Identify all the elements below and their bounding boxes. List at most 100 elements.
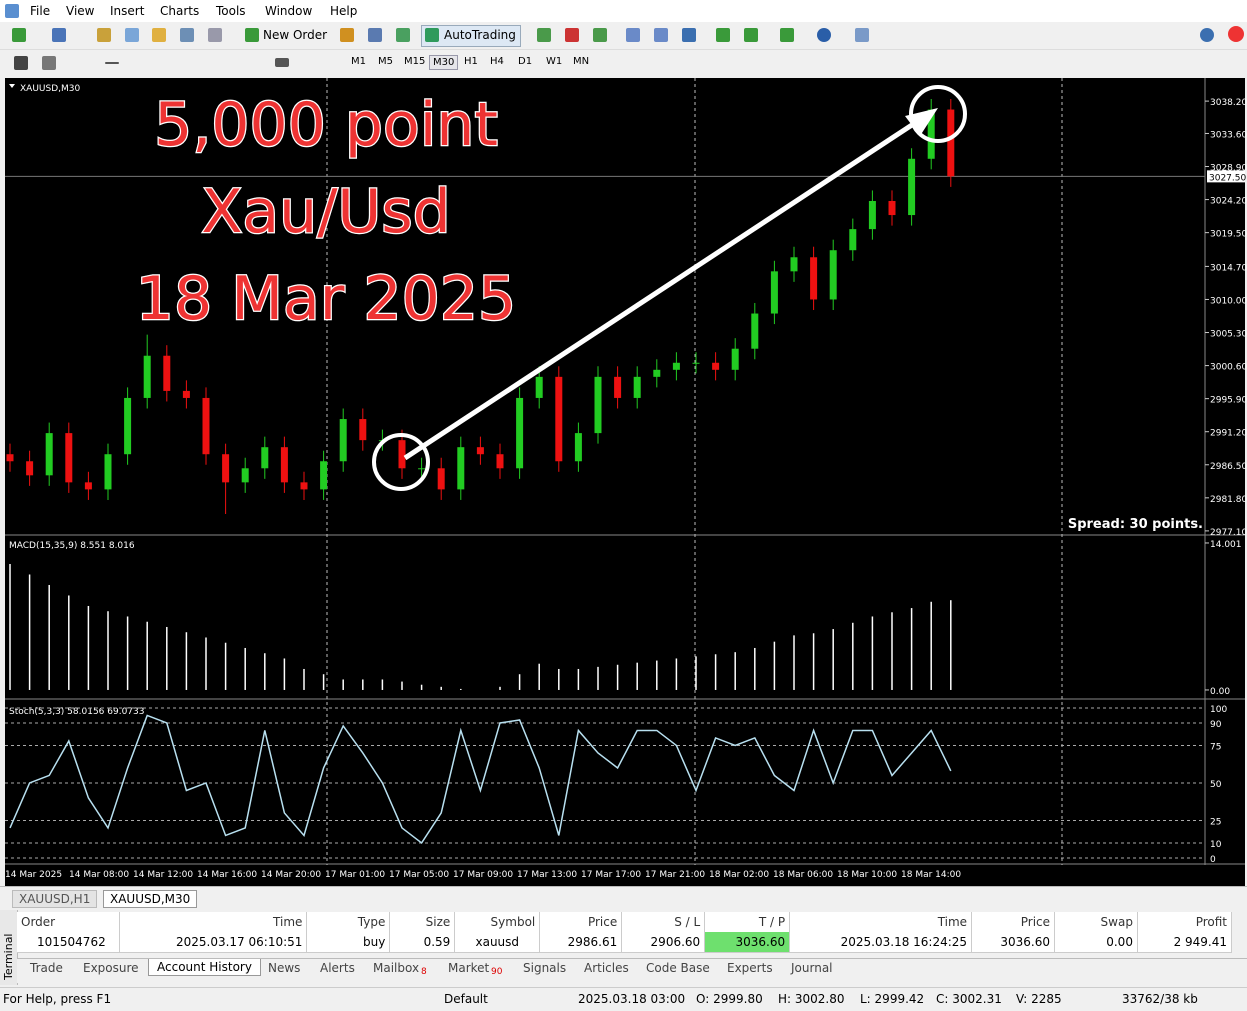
menu-item[interactable]: Window: [265, 4, 313, 18]
timeframe-button[interactable]: M30: [429, 55, 459, 70]
column-header[interactable]: Price: [971, 912, 1056, 932]
chart-tab-active[interactable]: XAUUSD,M30: [103, 890, 198, 908]
menu-item[interactable]: Charts: [160, 4, 200, 18]
tool-icon[interactable]: [855, 28, 869, 42]
status-text: L: 2999.42: [860, 992, 925, 1006]
table-cell: 2025.03.18 16:24:25: [789, 932, 973, 953]
candle-body: [202, 397, 210, 455]
tool-icon[interactable]: [654, 28, 668, 42]
time-label: 17 Mar 05:00: [389, 870, 449, 880]
candle-body: [829, 250, 837, 300]
tool-icon[interactable]: [105, 62, 119, 64]
tool-icon[interactable]: [97, 28, 111, 42]
tool-icon[interactable]: [817, 28, 831, 42]
column-header[interactable]: T / P: [704, 912, 791, 932]
terminal-tab[interactable]: Market: [448, 961, 490, 975]
search-icon[interactable]: [1200, 28, 1214, 42]
timeframe-button[interactable]: H4: [490, 56, 504, 67]
terminal-tab[interactable]: Signals: [523, 961, 567, 975]
tool-icon[interactable]: [42, 56, 56, 70]
tool-icon[interactable]: [396, 28, 410, 42]
column-header[interactable]: Profit: [1137, 912, 1233, 932]
terminal-tab[interactable]: Experts: [727, 961, 773, 975]
autotrading-button[interactable]: [421, 25, 521, 47]
terminal-tab[interactable]: Account History: [148, 959, 261, 976]
tool-icon[interactable]: [14, 56, 28, 70]
timeframe-button[interactable]: MN: [573, 56, 590, 67]
status-bar: [0, 987, 1247, 1011]
terminal-tab[interactable]: Trade: [30, 961, 63, 975]
tool-icon[interactable]: [565, 28, 579, 42]
tool-icon[interactable]: [716, 28, 730, 42]
terminal-tab[interactable]: Code Base: [646, 961, 710, 975]
terminal-tab[interactable]: Journal: [791, 961, 833, 975]
tool-icon[interactable]: [626, 28, 640, 42]
tool-icon[interactable]: [152, 28, 166, 42]
timeframe-button[interactable]: M1: [351, 56, 366, 67]
menu-item[interactable]: File: [30, 4, 51, 18]
chart-tabs: XAUUSD,H1 XAUUSD,M30: [0, 886, 1247, 909]
candle-body: [888, 200, 896, 216]
tool-icon[interactable]: [52, 28, 66, 42]
candle-body: [712, 362, 720, 370]
menu-item[interactable]: Insert: [110, 4, 145, 18]
price-tick-label: 2991.20: [1210, 429, 1247, 439]
new-order-button[interactable]: New Order: [263, 28, 328, 42]
candle-body: [790, 257, 798, 272]
column-header[interactable]: Size: [389, 912, 456, 932]
column-header[interactable]: Swap: [1054, 912, 1138, 932]
timeframe-button[interactable]: H1: [464, 56, 478, 67]
column-header[interactable]: Time: [119, 912, 308, 932]
timeframe-button[interactable]: W1: [546, 56, 563, 67]
time-label: 14 Mar 2025: [5, 870, 62, 880]
tool-icon[interactable]: [125, 28, 139, 42]
tool-icon[interactable]: [180, 28, 194, 42]
tool-icon[interactable]: [368, 28, 382, 42]
tool-icon[interactable]: [780, 28, 794, 42]
drawing-toolbar: [0, 50, 1247, 76]
candle-body: [672, 362, 680, 370]
column-header[interactable]: Order: [17, 912, 121, 932]
price-tick-label: 3005.30: [1210, 330, 1247, 340]
tool-icon[interactable]: [208, 28, 222, 42]
tool-icon[interactable]: [682, 28, 696, 42]
tool-icon[interactable]: [340, 28, 354, 42]
terminal-tab[interactable]: Mailbox: [373, 961, 420, 975]
terminal-tab[interactable]: Articles: [584, 961, 629, 975]
candle-body: [320, 461, 328, 490]
column-header[interactable]: Type: [306, 912, 391, 932]
time-label: 17 Mar 09:00: [453, 870, 513, 880]
terminal-tab[interactable]: Alerts: [320, 961, 355, 975]
chart-tab[interactable]: XAUUSD,H1: [12, 890, 98, 908]
menu-item[interactable]: View: [66, 4, 95, 18]
column-header[interactable]: Price: [539, 912, 623, 932]
candle-body: [182, 390, 190, 398]
terminal-tab[interactable]: News: [268, 961, 301, 975]
candle-body: [947, 109, 955, 177]
column-header[interactable]: S / L: [621, 912, 706, 932]
tool-icon[interactable]: [12, 28, 26, 42]
price-tick-label: 2981.80: [1210, 495, 1247, 505]
tool-icon[interactable]: [593, 28, 607, 42]
menu-item[interactable]: Help: [330, 4, 358, 18]
timeframe-button[interactable]: M15: [404, 56, 426, 67]
notification-icon[interactable]: [1228, 26, 1244, 42]
timeframe-button[interactable]: D1: [518, 56, 533, 67]
tool-icon[interactable]: [537, 28, 551, 42]
timeframe-button[interactable]: M5: [378, 56, 393, 67]
menu-item[interactable]: Tools: [216, 4, 246, 18]
table-row[interactable]: 101504762 2025.03.17 06:10:51 buy 0.59 xauus…: [17, 932, 1233, 953]
tool-icon[interactable]: [744, 28, 758, 42]
time-label: 17 Mar 01:00: [325, 870, 385, 880]
time-label: 14 Mar 16:00: [197, 870, 257, 880]
time-label: 14 Mar 12:00: [133, 870, 193, 880]
annotation-text: 5,000 point: [154, 90, 498, 160]
tool-icon[interactable]: [275, 58, 289, 67]
candle-body: [633, 376, 641, 398]
candle-body: [241, 468, 249, 483]
column-header[interactable]: Symbol: [454, 912, 541, 932]
macd-tick-label: 14.001: [1210, 540, 1242, 550]
terminal-tab[interactable]: Exposure: [83, 961, 139, 975]
column-header[interactable]: Time: [789, 912, 973, 932]
candle-body: [45, 433, 53, 476]
